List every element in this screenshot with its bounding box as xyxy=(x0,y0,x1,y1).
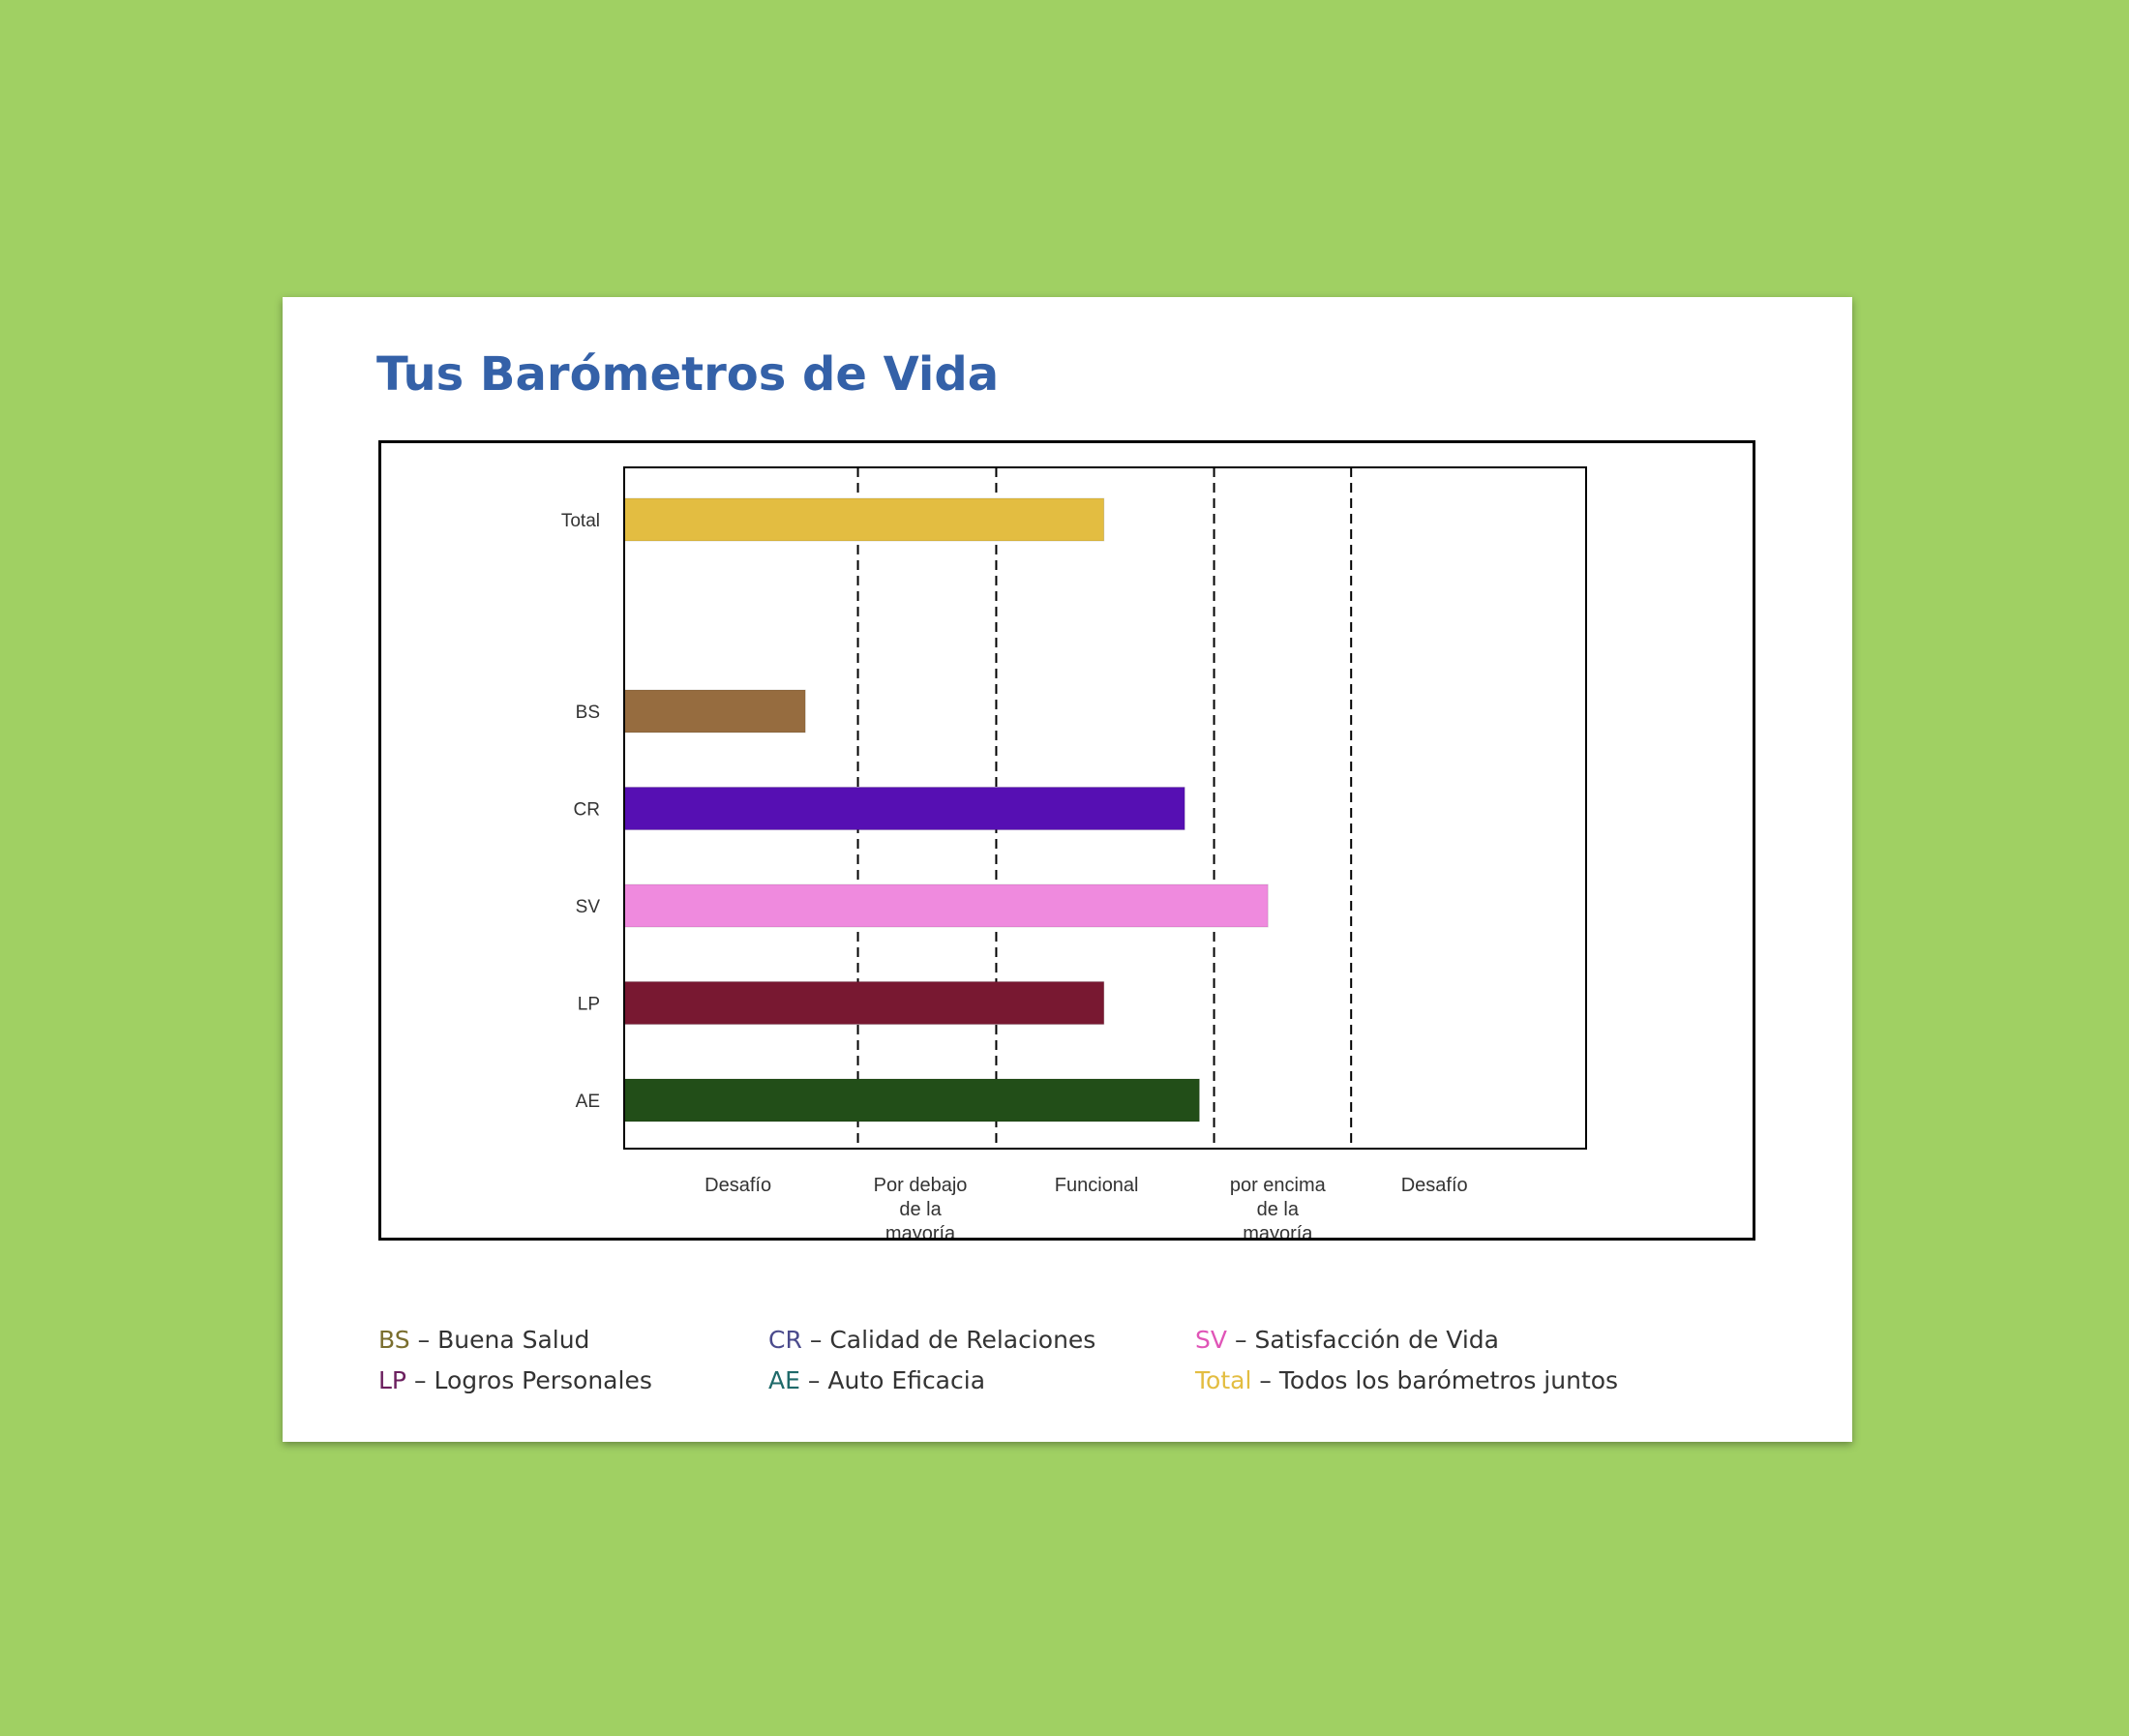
zone-label: Desafío xyxy=(705,1175,771,1196)
zone-label: Por debajo de la mayoría xyxy=(874,1175,968,1238)
legend-abbr: AE xyxy=(768,1366,800,1394)
legend-abbr: CR xyxy=(768,1326,802,1354)
report-card: Tus Barómetros de Vida Total BS CR SV LP AE De… xyxy=(283,297,1852,1442)
bar-lp xyxy=(623,981,1105,1025)
legend-item-lp: LP – Logros Personales xyxy=(378,1366,652,1394)
legend-abbr: SV xyxy=(1195,1326,1227,1354)
plot-area-border xyxy=(623,466,1587,1150)
legend-label: Calidad de Relaciones xyxy=(829,1326,1096,1354)
bar-bs xyxy=(623,689,806,733)
legend-label: Todos los barómetros juntos xyxy=(1278,1366,1619,1394)
legend-separator: – xyxy=(414,1366,427,1394)
legend-label: Satisfacción de Vida xyxy=(1254,1326,1499,1354)
legend-label: Buena Salud xyxy=(437,1326,590,1354)
category-label: BS xyxy=(576,703,600,723)
legend-abbr: LP xyxy=(378,1366,407,1394)
bar-total xyxy=(623,497,1105,542)
category-label: SV xyxy=(576,897,601,917)
bar-cr xyxy=(623,787,1185,830)
zone-label: Desafío xyxy=(1401,1175,1468,1196)
legend-abbr: BS xyxy=(378,1326,410,1354)
zone-label: por encima de la mayoría xyxy=(1230,1175,1327,1238)
legend-item-cr: CR – Calidad de Relaciones xyxy=(768,1326,1095,1354)
chart-frame: Total BS CR SV LP AE Desafío Por debajo de la may… xyxy=(378,440,1755,1241)
bar-ae xyxy=(623,1078,1200,1122)
page-title: Tus Barómetros de Vida xyxy=(376,347,1000,402)
category-label: CR xyxy=(574,800,600,821)
legend-separator: – xyxy=(807,1366,821,1394)
legend-item-sv: SV – Satisfacción de Vida xyxy=(1195,1326,1499,1354)
legend-item-ae: AE – Auto Eficacia xyxy=(768,1366,985,1394)
category-label: Total xyxy=(561,511,600,531)
legend-label: Logros Personales xyxy=(434,1366,652,1394)
legend-abbr: Total xyxy=(1195,1366,1252,1394)
legend-separator: – xyxy=(1259,1366,1272,1394)
barometer-chart: Total BS CR SV LP AE Desafío Por debajo de la may… xyxy=(561,466,1587,1238)
legend-item-total: Total – Todos los barómetros juntos xyxy=(1195,1366,1618,1394)
bar-sv xyxy=(623,883,1269,928)
category-label: AE xyxy=(576,1092,600,1112)
legend-label: Auto Eficacia xyxy=(827,1366,986,1394)
legend-separator: – xyxy=(417,1326,431,1354)
legend-separator: – xyxy=(1234,1326,1247,1354)
zone-label: Funcional xyxy=(1055,1175,1139,1196)
category-label: LP xyxy=(578,995,600,1015)
legend: BS – Buena Salud CR – Calidad de Relaciones … xyxy=(378,1326,1782,1422)
legend-separator: – xyxy=(809,1326,823,1354)
legend-item-bs: BS – Buena Salud xyxy=(378,1326,589,1354)
